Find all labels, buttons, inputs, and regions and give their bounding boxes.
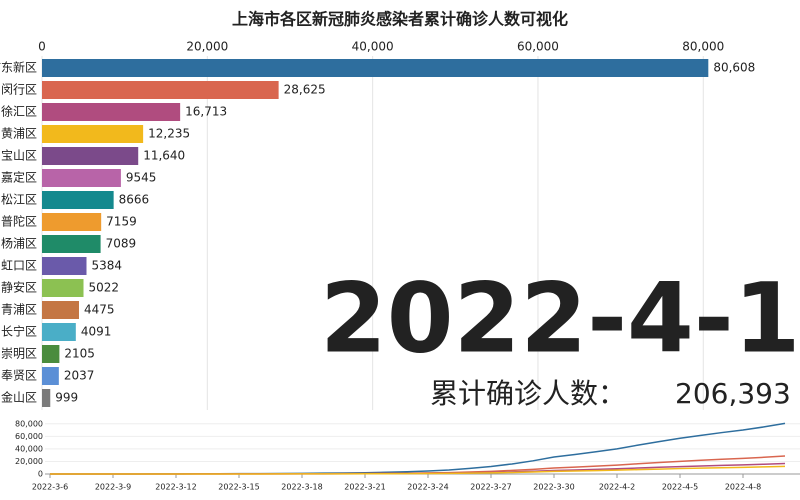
value-label: 7159 [106,215,137,229]
category-label: 崇明区 [1,347,37,361]
x-tick-label: 0 [38,40,46,54]
bar [42,147,139,165]
category-label: 虹口区 [1,259,37,273]
value-label: 5022 [89,281,120,295]
x-tick-label: 2022-4-2 [599,483,635,492]
y-tick-label: 40,000 [15,444,43,453]
category-label: 徐汇区 [1,104,37,119]
value-label: 4475 [84,303,115,317]
category-label: 金山区 [1,390,37,405]
category-label: 静安区 [1,280,37,295]
bar [42,301,79,319]
x-tick-label: 2022-3-12 [155,483,196,492]
bar [42,235,101,253]
bar [42,367,59,385]
bar [42,169,121,187]
bar [42,323,76,341]
x-tick-label: 2022-3-18 [281,483,322,492]
bar [42,59,709,77]
x-tick-label: 2022-4-5 [662,483,698,492]
value-label: 9545 [126,171,157,185]
category-label: 长宁区 [1,324,37,339]
category-label: 杨浦区 [1,236,37,251]
series-line [50,465,786,475]
x-tick-label: 20,000 [186,40,228,54]
x-tick-label: 2022-3-24 [407,483,448,492]
bar [42,213,102,231]
bar [42,81,279,99]
value-label: 12,235 [148,127,190,141]
value-label: 11,640 [143,149,185,163]
x-tick-label: 60,000 [517,40,559,54]
value-label: 8666 [119,193,150,207]
value-label: 5384 [92,259,123,273]
value-label: 2105 [64,347,95,361]
category-label: 嘉定区 [1,170,37,185]
y-tick-label: 80,000 [15,419,43,428]
category-label: 闵行区 [1,82,37,97]
category-label: 黄浦区 [1,127,37,141]
value-label: 80,608 [713,61,755,75]
bar [42,103,181,121]
x-tick-label: 2022-3-30 [533,483,574,492]
chart-title: 上海市各区新冠肺炎感染者累计确诊人数可视化 [232,10,568,29]
x-tick-label: 2022-4-8 [725,483,761,492]
x-tick-label: 2022-3-21 [344,483,385,492]
category-label: 宝山区 [1,149,37,163]
category-label: 松江区 [1,193,37,207]
x-tick-label: 2022-3-9 [95,483,131,492]
value-label: 7089 [106,237,137,251]
date-label: 2022-4-10 [320,262,800,374]
x-tick-label: 2022-3-27 [470,483,511,492]
category-label: 奉贤区 [1,369,37,383]
bar [42,279,84,297]
total-value: 206,393 [675,377,791,410]
value-label: 28,625 [284,83,326,97]
bar [42,345,60,363]
category-label: 浦东新区 [0,60,37,75]
x-tick-label: 80,000 [682,40,724,54]
bar [42,125,144,143]
y-tick-label: 60,000 [15,432,43,441]
bar [42,191,114,209]
x-tick-label: 2022-3-6 [32,483,68,492]
bar [42,389,51,407]
bar [42,257,87,275]
y-tick-label: 20,000 [15,457,43,466]
category-label: 青浦区 [1,303,37,317]
value-label: 999 [55,391,78,405]
x-tick-label: 2022-3-15 [218,483,259,492]
x-tick-label: 40,000 [352,40,394,54]
value-label: 16,713 [185,105,227,119]
category-label: 普陀区 [1,214,37,229]
y-tick-label: 0 [38,470,43,479]
total-label: 累计确诊人数： [430,377,626,410]
value-label: 4091 [81,325,112,339]
value-label: 2037 [64,369,95,383]
